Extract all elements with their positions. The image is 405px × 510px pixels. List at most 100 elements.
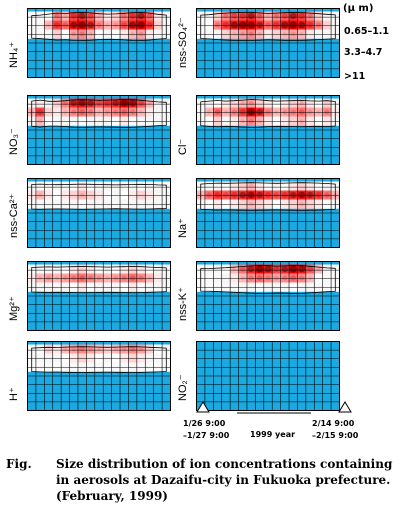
concentration-cell <box>305 11 315 21</box>
contour-peak <box>264 265 272 273</box>
contour-line <box>31 266 167 294</box>
concentration-cell <box>221 98 231 108</box>
concentration-cell <box>305 107 315 117</box>
concentration-cell <box>61 344 70 354</box>
middle-label: 1999 year <box>250 430 296 439</box>
contour-peak <box>238 21 247 29</box>
contour-peak <box>240 118 246 124</box>
concentration-cell <box>246 190 256 200</box>
concentration-cell <box>128 273 138 283</box>
contour-peak <box>121 22 128 28</box>
contour-peak <box>289 12 297 20</box>
concentration-cell <box>297 264 307 274</box>
concentration-cell <box>111 190 121 200</box>
concentration-cell <box>136 353 146 363</box>
concentration-cell <box>136 190 146 200</box>
contour-peak <box>290 31 296 37</box>
concentration-cell <box>230 107 239 117</box>
contour-peak <box>147 275 152 281</box>
end-label-2: –2/15 9:00 <box>312 431 359 440</box>
concentration-cell <box>322 190 332 200</box>
concentration-cell <box>297 20 307 30</box>
contour-peak <box>256 191 263 199</box>
contour-peak <box>282 275 288 281</box>
concentration-cell <box>272 190 281 200</box>
contour-peak <box>62 22 69 28</box>
size-axis-title: (μ m) <box>343 3 374 14</box>
contour-peak <box>121 275 127 281</box>
contour-peak <box>299 201 304 207</box>
concentration-cell <box>230 181 239 191</box>
concentration-cell <box>297 11 307 21</box>
contour-peak <box>257 118 262 124</box>
contour-peak <box>96 275 102 281</box>
contour-peak <box>70 21 78 29</box>
concentration-cell <box>111 20 121 30</box>
contour-peak <box>53 21 61 29</box>
concentration-cell <box>153 20 163 30</box>
concentration-cell <box>246 181 256 191</box>
contour-peak <box>71 109 77 115</box>
contour-peak <box>46 22 51 28</box>
contour-peak <box>104 109 110 115</box>
heatmap-panel-nss-ca2- <box>27 178 171 248</box>
concentration-cell <box>52 273 62 283</box>
concentration-cell <box>35 353 45 363</box>
concentration-cell <box>272 181 281 191</box>
concentration-cell <box>52 181 62 191</box>
concentration-cell <box>263 181 273 191</box>
contour-line <box>31 12 167 41</box>
concentration-cell <box>77 344 87 354</box>
concentration-cell <box>69 20 79 30</box>
contour-peak <box>222 21 230 29</box>
concentration-cell <box>44 190 54 200</box>
concentration-cell <box>305 190 315 200</box>
concentration-cell <box>77 181 87 191</box>
contour-peak <box>96 109 102 115</box>
concentration-cell <box>86 264 96 274</box>
concentration-cell <box>255 181 265 191</box>
concentration-cell <box>238 107 248 117</box>
contour-line <box>200 182 336 211</box>
contour-peak <box>112 99 120 107</box>
concentration-cell <box>221 107 231 117</box>
contour-peak <box>265 109 271 115</box>
contour-peak <box>138 100 145 106</box>
concentration-cell <box>230 264 239 274</box>
concentration-cell <box>221 11 231 21</box>
contour-peak <box>129 109 136 115</box>
concentration-cell <box>69 11 79 21</box>
concentration-cell <box>128 353 138 363</box>
concentration-cell <box>153 107 163 117</box>
concentration-cell <box>322 107 332 117</box>
contour-peak <box>240 31 246 37</box>
contour-peak <box>206 192 212 198</box>
concentration-cell <box>69 190 79 200</box>
concentration-cell <box>120 107 129 117</box>
concentration-cell <box>246 98 256 108</box>
concentration-cell <box>263 20 273 30</box>
concentration-cell <box>77 353 87 363</box>
contour-line <box>31 346 167 374</box>
contour-peak <box>307 266 314 272</box>
contour-peak <box>105 22 110 28</box>
concentration-cell <box>103 20 112 30</box>
concentration-cell <box>86 273 96 283</box>
concentration-cell <box>86 11 96 21</box>
concentration-cell <box>94 273 104 283</box>
concentration-cell <box>77 107 87 117</box>
contour-peak <box>231 109 238 115</box>
contour-peak <box>315 22 322 28</box>
concentration-cell <box>111 11 121 21</box>
concentration-cell <box>120 181 129 191</box>
concentration-cell <box>52 190 62 200</box>
concentration-cell <box>94 181 104 191</box>
concentration-cell <box>111 181 121 191</box>
contour-peak <box>88 31 93 37</box>
concentration-cell <box>136 273 146 283</box>
concentration-cell <box>77 98 87 108</box>
concentration-cell <box>280 273 290 283</box>
concentration-cell <box>69 353 79 363</box>
concentration-cell <box>221 264 231 274</box>
concentration-cell <box>35 344 45 354</box>
